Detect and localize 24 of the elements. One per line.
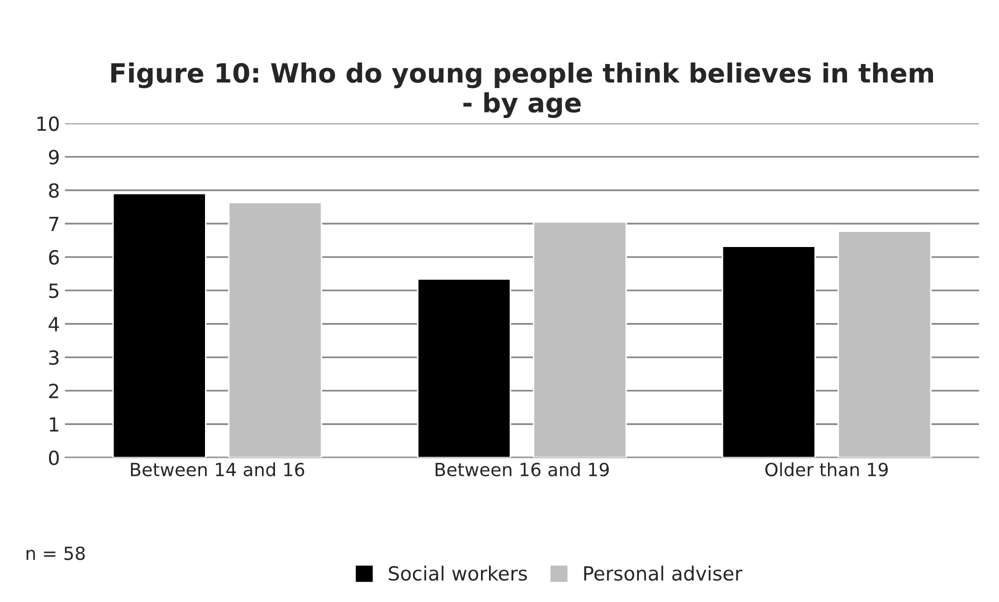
x-tick-label: Between 16 and 19 [436, 462, 609, 476]
y-tick-label: 9 [48, 150, 59, 164]
bar [417, 278, 512, 458]
y-tick-label: 6 [49, 250, 59, 265]
bar [532, 221, 627, 458]
y-tick-label: 4 [48, 317, 59, 332]
bar [722, 246, 816, 458]
y-tick-label: 1 [50, 417, 58, 432]
x-tick-label: Between 14 and 16 [130, 462, 304, 476]
y-tick-label: 10 [37, 116, 59, 132]
y-tick-label: 3 [49, 350, 59, 365]
bar [838, 230, 932, 458]
text: n = 58 [26, 546, 85, 560]
legend-label: Personal adviser [584, 566, 742, 581]
y-tick-label: 0 [48, 450, 59, 466]
legend-label: Social workers [388, 566, 527, 581]
y-tick-label: 8 [49, 183, 59, 198]
y-tick-label: 2 [49, 384, 58, 398]
x-tick-label: Older than 19 [765, 462, 888, 476]
chart-title: Figure 10: Who do young people think believes in them - by age [111, 62, 933, 118]
y-tick-label: 5 [49, 284, 58, 298]
y-tick-label: 7 [49, 216, 58, 232]
bar [228, 202, 322, 458]
bar [112, 192, 206, 458]
